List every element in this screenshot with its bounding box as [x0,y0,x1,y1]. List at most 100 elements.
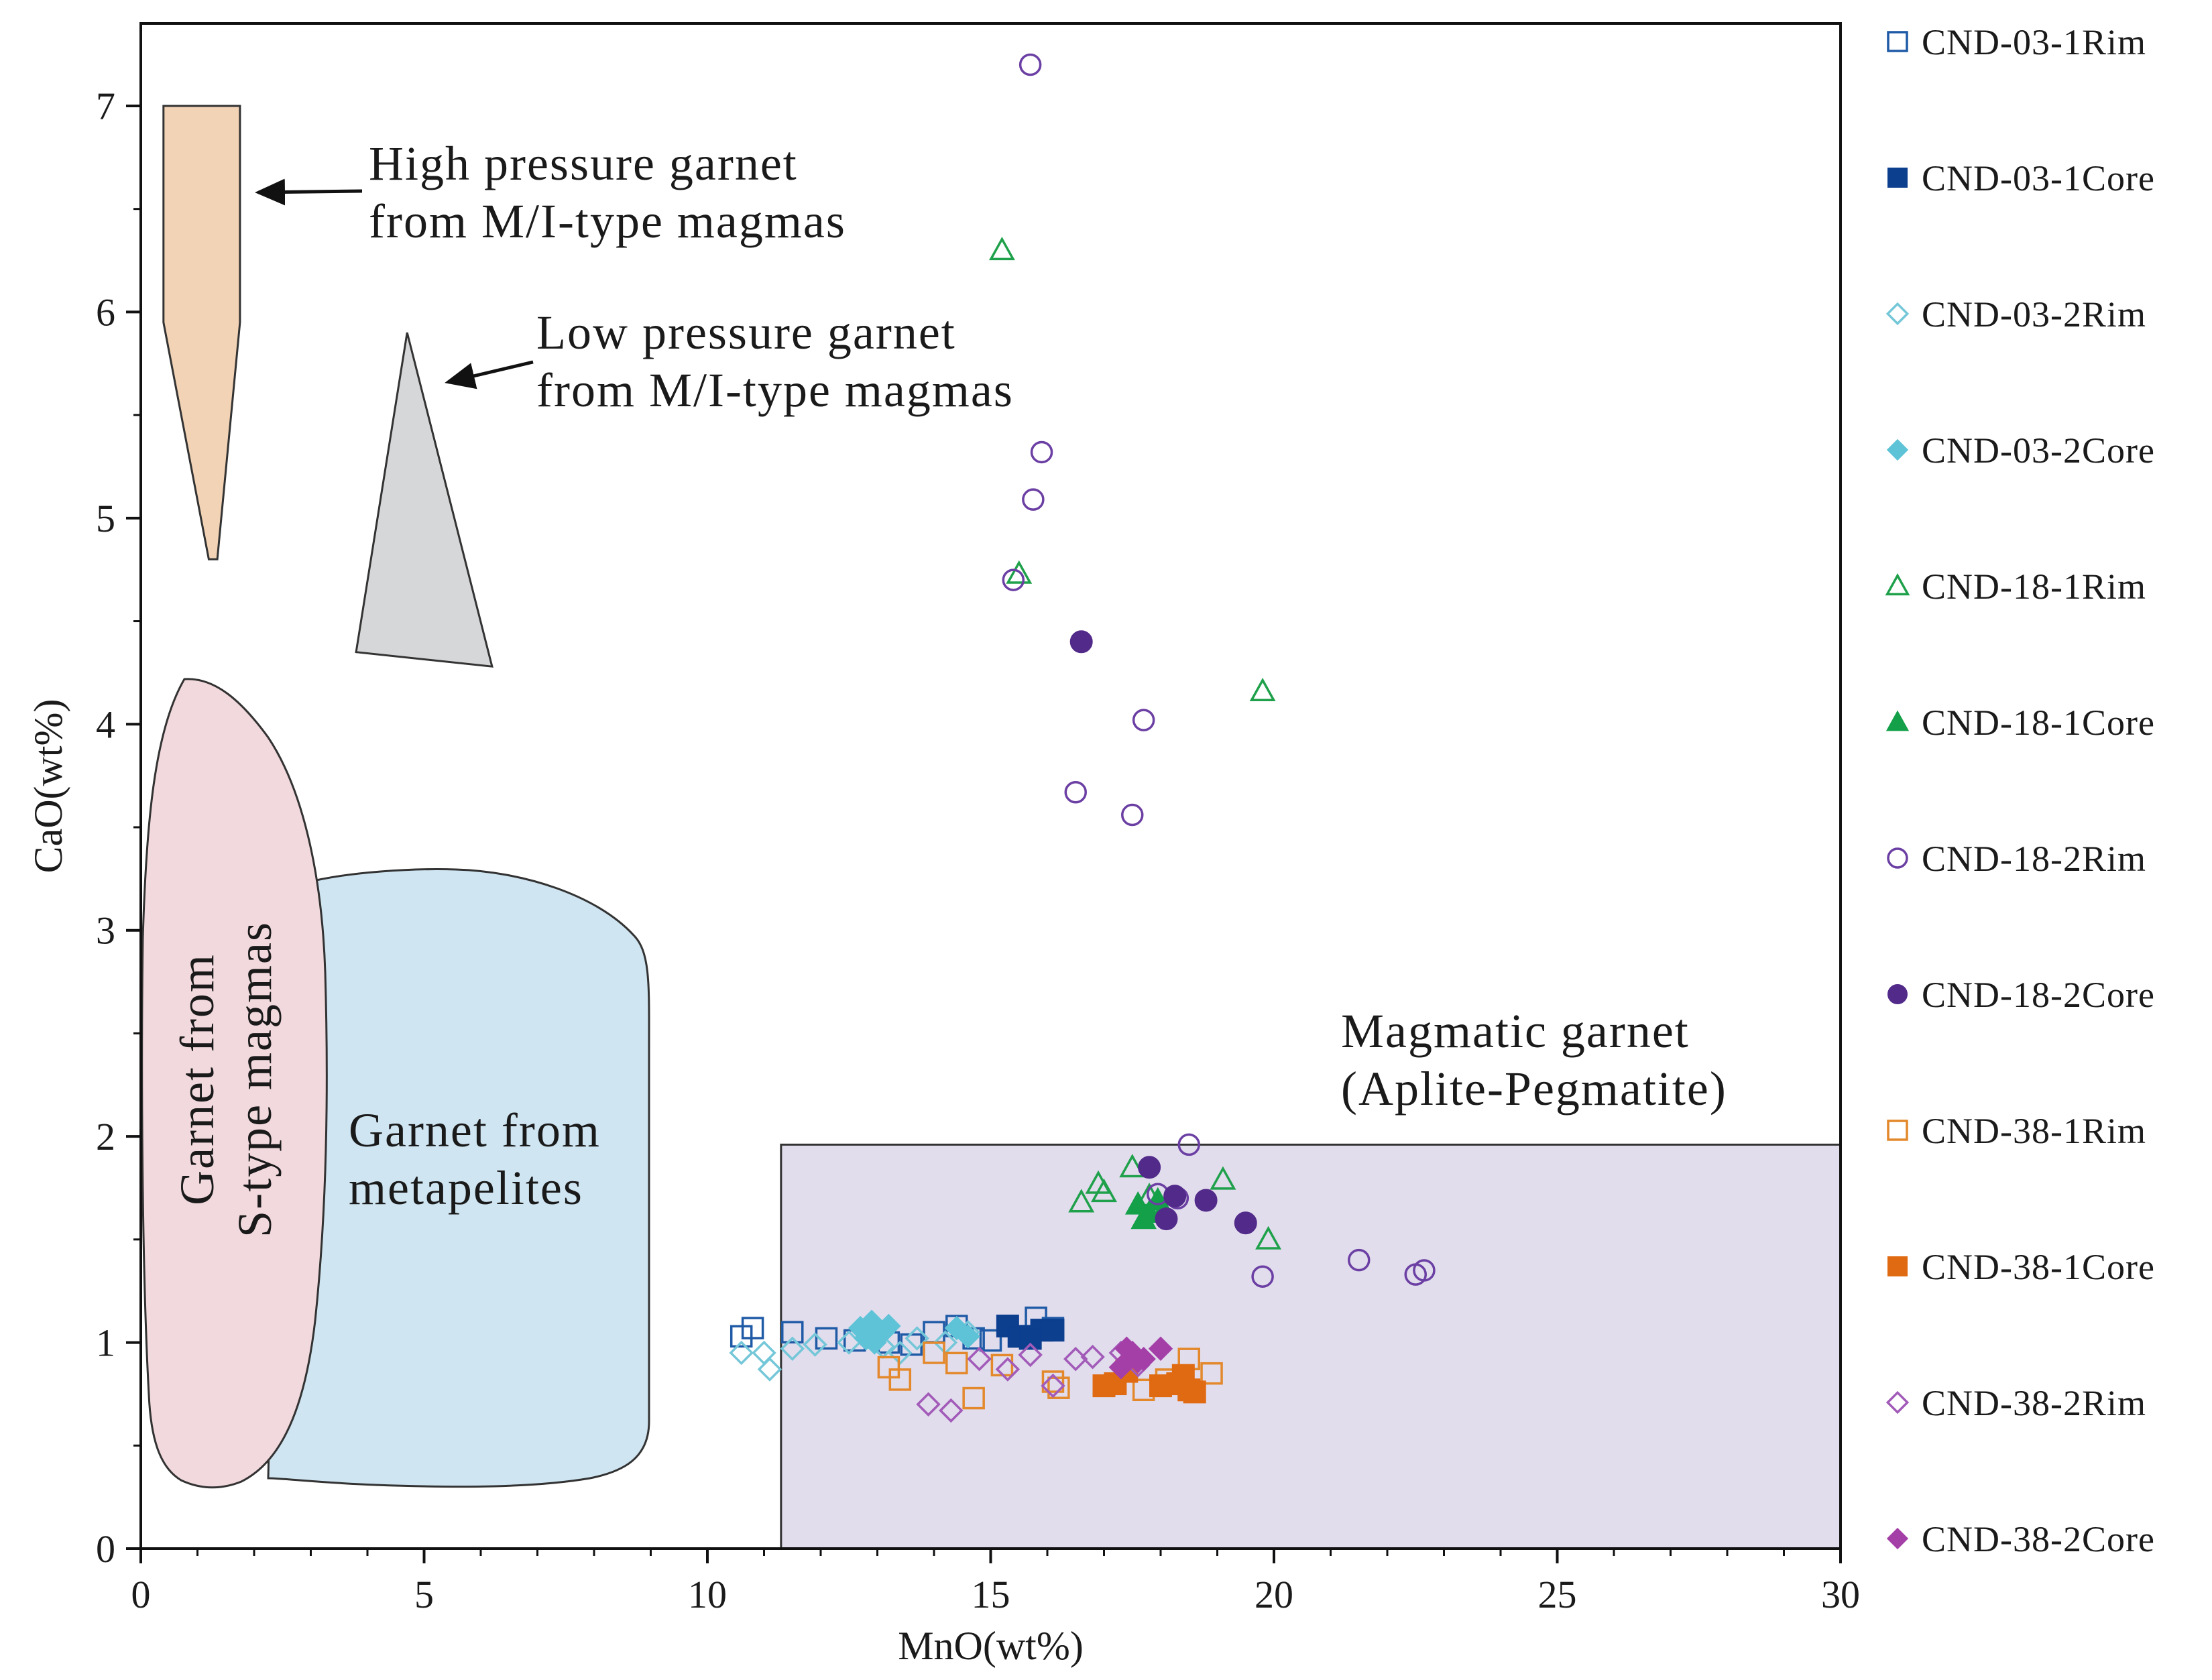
data-point [1249,677,1276,702]
legend-item: CND-38-2Core [1886,1519,2155,1559]
label-magmatic-garnet: (Aplite-Pegmatite) [1341,1062,1727,1116]
label-low-pressure: from M/I-type magmas [536,363,1014,417]
y-tick-label: 4 [96,703,115,746]
legend-marker [1885,1390,1910,1415]
legend-label: CND-03-1Core [1922,158,2155,198]
data-point [1234,1211,1257,1235]
data-point [939,1398,964,1423]
series-CND-03-1Core [996,1314,1065,1350]
legend-item: CND-18-2Core [1887,975,2155,1015]
y-tick-label: 2 [96,1115,115,1158]
legend-item: CND-38-2Rim [1885,1383,2146,1423]
data-point [1210,1166,1236,1190]
data-point [888,1340,913,1366]
data-point [730,1325,753,1348]
legend-marker [1887,847,1908,869]
label-high-pressure: High pressure garnet [369,137,798,190]
data-point [979,1329,1002,1352]
region-high-pressure [162,105,241,560]
legend-label: CND-18-1Core [1922,703,2155,743]
arrow-high-pressure [255,178,363,206]
data-point [1041,1373,1065,1398]
data-point [781,1321,804,1343]
region-low-pressure [355,332,493,668]
data-point [729,1340,754,1366]
x-axis-title: MnO(wt%) [898,1624,1084,1668]
data-point [1163,1185,1187,1208]
data-point [1155,1207,1178,1231]
label-magmatic-garnet: Magmatic garnet [1341,1004,1690,1058]
region-s-type [141,678,328,1489]
legend-item: CND-38-1Core [1887,1247,2155,1287]
legend-label: CND-38-1Rim [1922,1111,2146,1151]
data-point [1200,1362,1223,1385]
region-metapelites [267,868,650,1488]
y-tick-label: 5 [96,497,115,540]
legend-marker [1885,302,1910,326]
y-tick-label: 3 [96,909,115,953]
x-tick-label: 30 [1821,1573,1860,1616]
legend-label: CND-38-1Core [1922,1247,2155,1287]
region-magmatic-garnet [780,1143,1842,1550]
legend-item: CND-38-1Rim [1887,1111,2146,1151]
legend-item: CND-03-1Rim [1887,22,2146,62]
data-point [1002,568,1025,591]
legend: CND-03-1Rim CND-03-1Core CND-03-2Rim CND-03… [1885,22,2155,1559]
data-points [729,53,1436,1423]
data-point [1119,1154,1146,1178]
legend-label: CND-18-2Rim [1922,839,2146,879]
data-point [1131,1346,1156,1372]
data-point [1255,1225,1282,1250]
label-s-type: S-type magmas [228,921,282,1238]
x-tick-label: 20 [1255,1573,1293,1616]
series-CND-18-2Rim [1002,53,1436,1288]
series-CND-03-2Core [848,1309,980,1355]
arrow-low-pressure [445,360,534,389]
data-point [923,1341,945,1364]
legend-label: CND-38-2Rim [1922,1383,2146,1423]
data-point [1138,1156,1161,1179]
legend-item: CND-18-1Core [1885,703,2155,743]
y-tick-label: 0 [96,1527,115,1571]
x-tick-label: 25 [1538,1573,1577,1616]
legend-marker [1886,1527,1909,1550]
y-tick-label: 1 [96,1321,115,1365]
data-point [1114,1336,1139,1362]
data-point [1148,1336,1173,1362]
data-point [1121,803,1144,827]
legend-label: CND-38-2Core [1922,1519,2155,1559]
x-tick-label: 10 [688,1573,727,1616]
data-point [988,237,1015,261]
label-metapelites: Garnet from [349,1103,601,1157]
legend-marker [1887,168,1908,188]
data-point [1006,560,1033,584]
data-point [1348,1248,1371,1272]
legend-marker [1885,710,1910,731]
data-point [1251,1265,1274,1288]
label-high-pressure: from M/I-type magmas [369,194,846,248]
data-point [916,1392,941,1417]
legend-item: CND-03-1Core [1887,158,2155,198]
data-point [1041,1319,1065,1342]
legend-label: CND-18-2Core [1922,975,2155,1015]
data-point [1171,1364,1195,1387]
legend-marker [1887,1120,1908,1141]
data-point [1018,1342,1043,1368]
legend-item: CND-18-2Rim [1887,839,2146,879]
data-point [1022,488,1045,511]
data-point [1132,709,1155,731]
legend-label: CND-03-2Rim [1922,294,2146,335]
data-point [1069,630,1093,654]
legend-item: CND-03-2Core [1886,430,2154,471]
data-point [1413,1259,1436,1282]
data-point [1080,1344,1105,1370]
label-low-pressure: Low pressure garnet [536,306,956,359]
legend-item: CND-18-1Rim [1885,566,2146,607]
series-CND-18-2Core [1069,630,1257,1235]
series-CND-38-2Core [1108,1336,1173,1380]
axis-ticks: 0 5 10 15 20 25 30 0 1 2 3 4 5 6 7 MnO(wt%) CaO(wt%) [26,84,1860,1668]
legend-marker [1887,984,1908,1004]
data-point [967,1346,992,1372]
